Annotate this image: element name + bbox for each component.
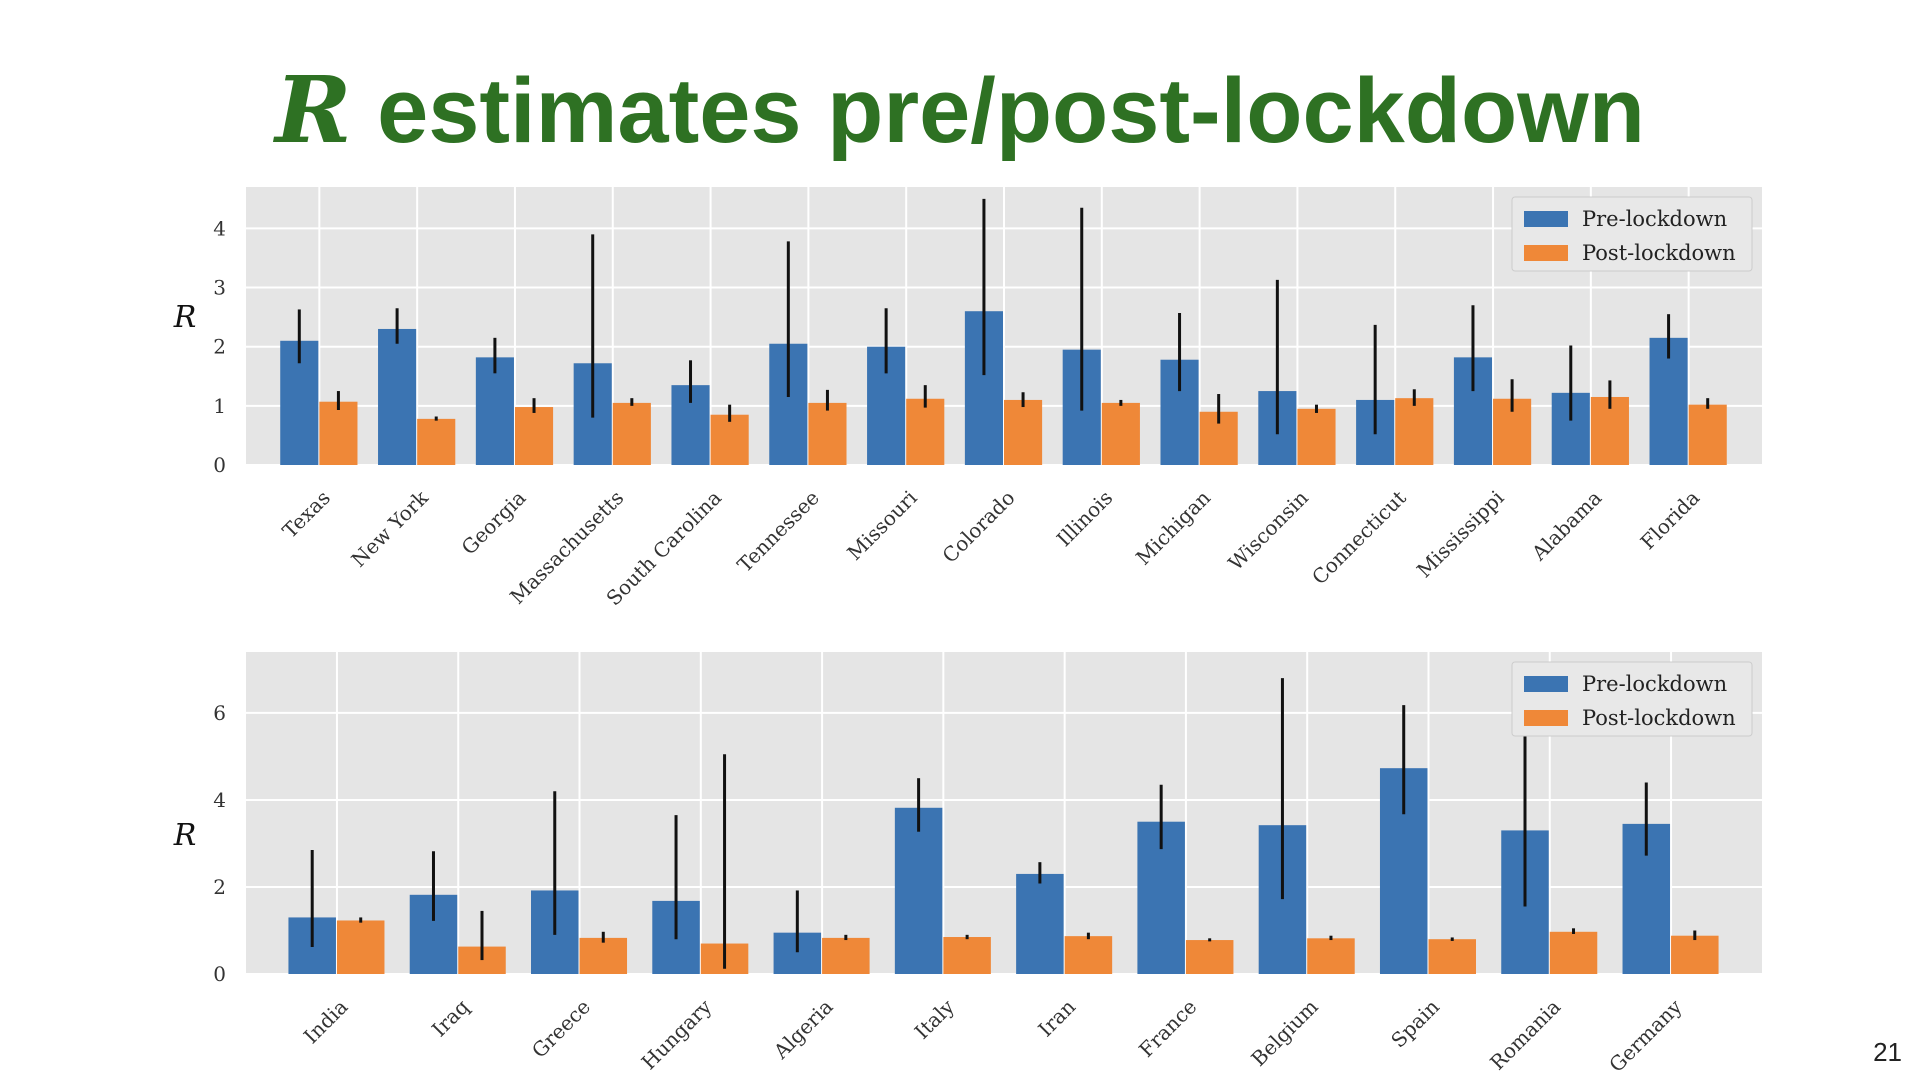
legend-box — [1511, 661, 1753, 737]
x-tick-label: India — [299, 995, 353, 1049]
bar-post-germany — [1671, 935, 1719, 974]
bar-post-iran — [1064, 936, 1113, 974]
bar-post-connecticut — [1395, 398, 1434, 465]
x-tick-label: Greece — [527, 995, 595, 1063]
bar-pre-new-york — [378, 328, 417, 465]
y-tick-label: 0 — [213, 453, 226, 477]
x-tick-label: Michigan — [1131, 485, 1215, 569]
x-tick-label: Mississippi — [1412, 486, 1509, 583]
bar-post-tennessee — [808, 402, 847, 465]
bar-post-italy — [943, 937, 991, 974]
bar-post-illinois — [1101, 402, 1140, 465]
legend: Pre-lockdown Post-lockdown — [1511, 661, 1753, 737]
x-tick-label: Georgia — [457, 486, 531, 560]
bar-post-spain — [1428, 939, 1476, 974]
x-tick-label: Texas — [278, 486, 335, 543]
page-number: 21 — [1873, 1037, 1902, 1067]
bar-post-wisconsin — [1297, 408, 1336, 465]
x-tick-label: Iran — [1033, 994, 1080, 1041]
bar-post-india — [336, 920, 385, 974]
bar-pre-iran — [1016, 873, 1064, 974]
y-tick-label: 2 — [213, 875, 226, 899]
legend-label: Pre-lockdown — [1582, 207, 1727, 231]
bar-pre-italy — [894, 807, 943, 974]
x-tick-label: Wisconsin — [1223, 485, 1313, 575]
bar-post-florida — [1688, 404, 1727, 465]
bar-post-new-york — [417, 418, 456, 465]
bar-post-massachusetts — [612, 402, 651, 465]
bar-post-georgia — [514, 407, 554, 465]
x-tick-label: Missouri — [842, 486, 921, 565]
slide-title: R estimates pre/post-lockdown — [0, 59, 1920, 162]
y-tick-label: 6 — [213, 701, 226, 725]
x-tick-label: Colorado — [937, 486, 1019, 568]
legend: Pre-lockdown Post-lockdown — [1511, 196, 1753, 272]
x-tick-label: Alabama — [1526, 486, 1606, 566]
x-tick-label: Illinois — [1052, 486, 1118, 552]
y-tick-label: 2 — [213, 335, 226, 359]
x-tick-label: Hungary — [637, 994, 717, 1074]
chart-2: 0 2 4 6 R India Iraq Greece Hungary Algeria Italy I… — [173, 652, 1762, 1077]
y-tick-label: 4 — [213, 788, 226, 812]
bar-post-romania — [1549, 931, 1598, 974]
x-tick-label: Belgium — [1246, 995, 1322, 1071]
x-tick-label: Connecticut — [1307, 486, 1411, 590]
x-tick-label: New York — [346, 485, 433, 572]
bar-post-south-carolina — [710, 414, 749, 465]
legend-swatch — [1524, 710, 1568, 726]
x-tick-label: France — [1134, 995, 1201, 1062]
legend-label: Pre-lockdown — [1582, 672, 1727, 696]
x-tick-label: Florida — [1636, 486, 1705, 555]
bar-post-colorado — [1004, 399, 1043, 465]
x-tick-label: Germany — [1604, 994, 1687, 1077]
bar-post-belgium — [1307, 938, 1355, 974]
y-axis-label: R — [173, 300, 197, 335]
x-tick-label: Italy — [910, 994, 960, 1044]
x-tick-label: Romania — [1485, 995, 1565, 1075]
bar-post-missouri — [906, 398, 945, 465]
legend-box — [1511, 196, 1753, 272]
x-tick-label: Algeria — [768, 995, 838, 1065]
y-tick-label: 0 — [213, 962, 226, 986]
x-tick-label: Tennessee — [732, 486, 824, 578]
legend-swatch — [1524, 245, 1568, 261]
y-axis-label: R — [173, 818, 197, 853]
x-tick-label: Iraq — [427, 994, 474, 1041]
title-text: estimates pre/post-lockdown — [351, 60, 1645, 162]
title-symbol: R — [275, 56, 352, 164]
y-tick-label: 3 — [213, 276, 226, 300]
bar-pre-florida — [1649, 337, 1688, 465]
y-tick-label: 4 — [213, 216, 226, 240]
x-tick-label: Spain — [1386, 994, 1444, 1052]
bar-post-france — [1185, 940, 1234, 974]
legend-swatch — [1524, 211, 1568, 227]
legend-label: Post-lockdown — [1582, 241, 1736, 265]
legend-label: Post-lockdown — [1582, 706, 1736, 730]
bar-pre-georgia — [475, 357, 514, 465]
legend-swatch — [1524, 676, 1568, 692]
bar-post-greece — [579, 937, 628, 974]
bar-post-texas — [319, 401, 358, 465]
y-tick-label: 1 — [213, 394, 226, 418]
bar-post-algeria — [822, 937, 870, 974]
